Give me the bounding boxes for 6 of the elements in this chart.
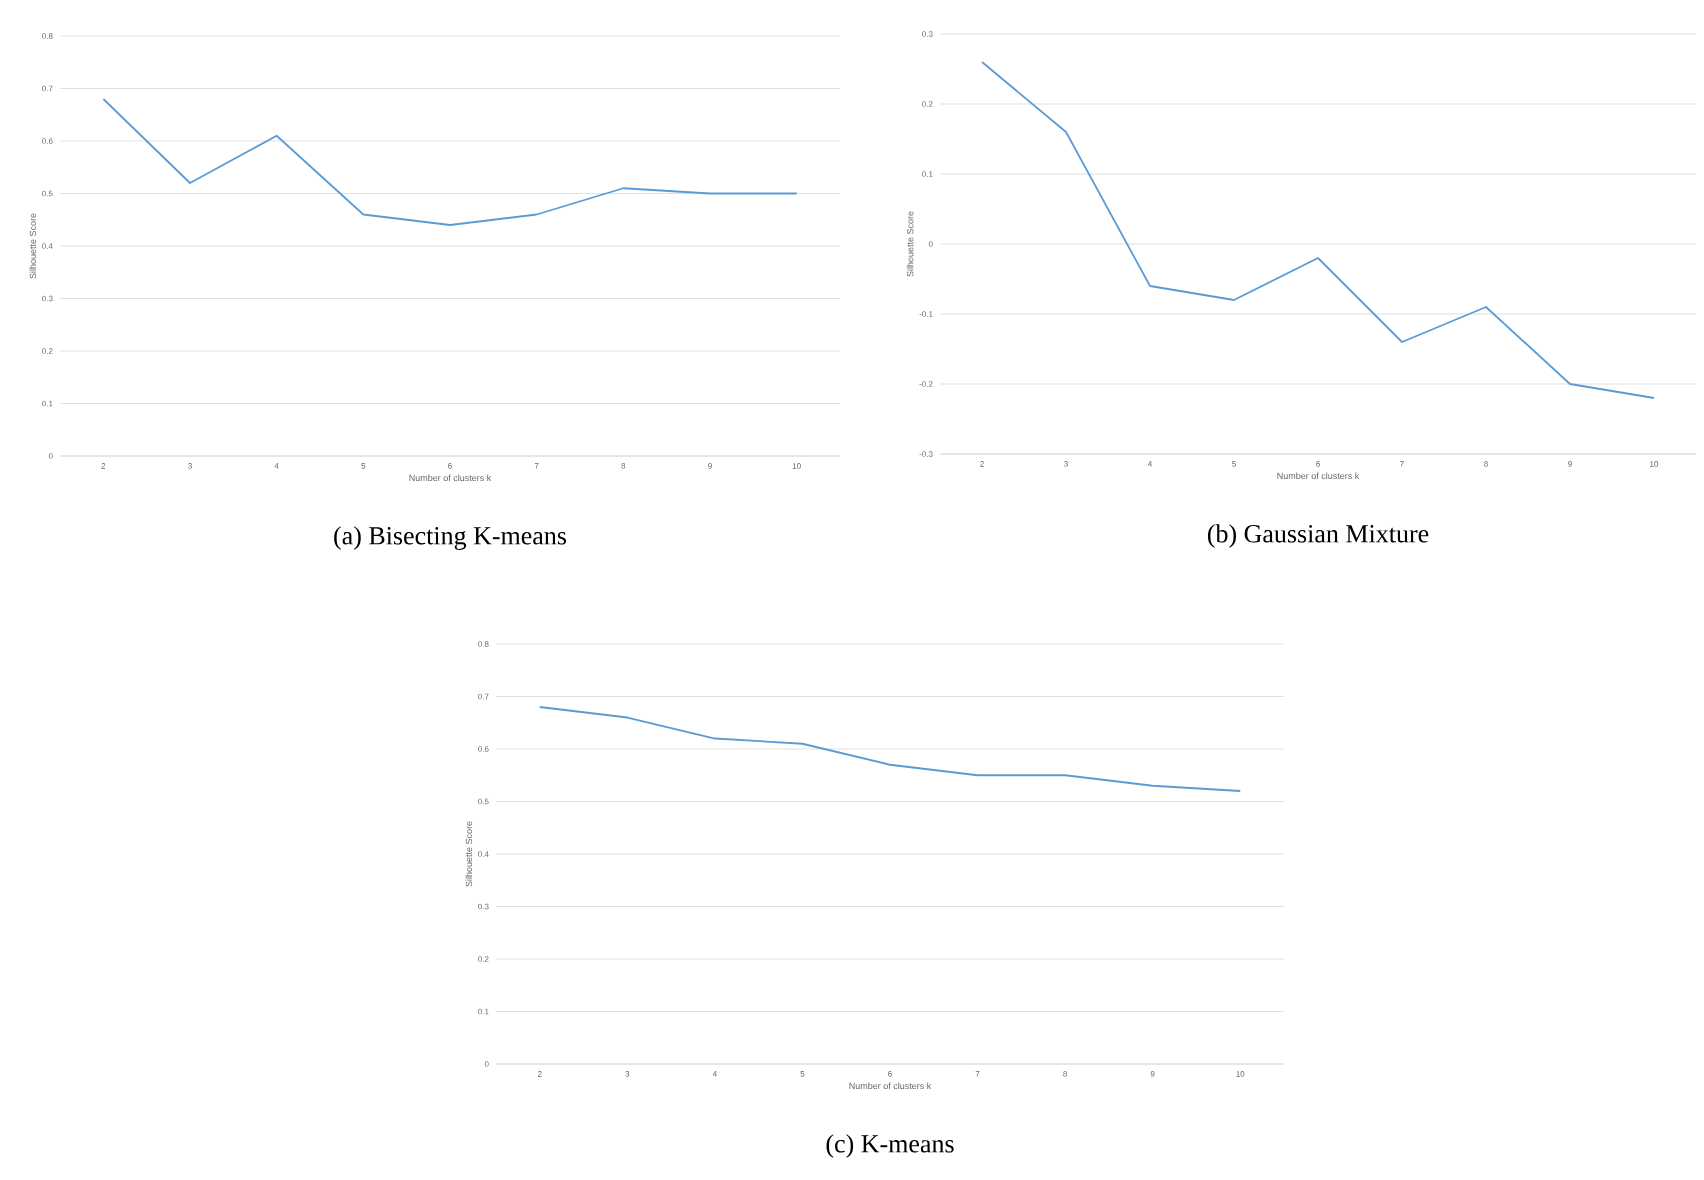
text: (b) Gaussian Mixture [1207,524,1429,548]
line-series [102,98,798,226]
text: (a) Bisecting K-means [334,526,567,550]
line-series [981,61,1655,399]
line-series [538,706,1242,792]
text: (c) K-means [826,1134,954,1158]
